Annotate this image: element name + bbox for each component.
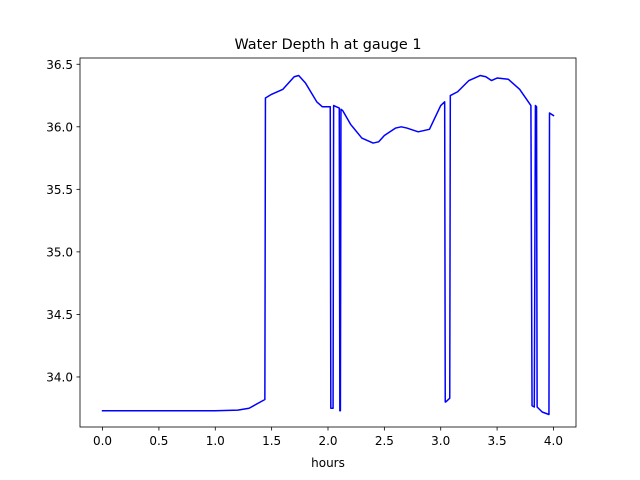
y-tick-label: 36.5 <box>46 58 73 72</box>
y-tick-label: 35.5 <box>46 183 73 197</box>
x-tick-label: 1.0 <box>206 434 225 448</box>
x-axis-label: hours <box>311 456 345 470</box>
y-tick-label: 35.0 <box>46 245 73 259</box>
y-tick-label: 34.0 <box>46 370 73 384</box>
x-tick-label: 3.5 <box>488 434 507 448</box>
x-tick-label: 4.0 <box>544 434 563 448</box>
y-tick-label: 36.0 <box>46 120 73 134</box>
y-tick-label: 34.5 <box>46 308 73 322</box>
series-line-1 <box>101 74 555 416</box>
x-tick-label: 1.5 <box>262 434 281 448</box>
x-tick-label: 0.0 <box>93 434 112 448</box>
plot-area <box>101 74 555 416</box>
x-tick-label: 2.5 <box>375 434 394 448</box>
x-tick-label: 2.0 <box>318 434 337 448</box>
chart-title: Water Depth h at gauge 1 <box>234 37 421 53</box>
axes: 0.0 0.5 1.0 1.5 2.0 2.5 3.0 3.5 4.0 34.0 34.5 35.0 3… <box>46 57 577 448</box>
x-tick-label: 0.5 <box>149 434 168 448</box>
x-tick-label: 3.0 <box>431 434 450 448</box>
